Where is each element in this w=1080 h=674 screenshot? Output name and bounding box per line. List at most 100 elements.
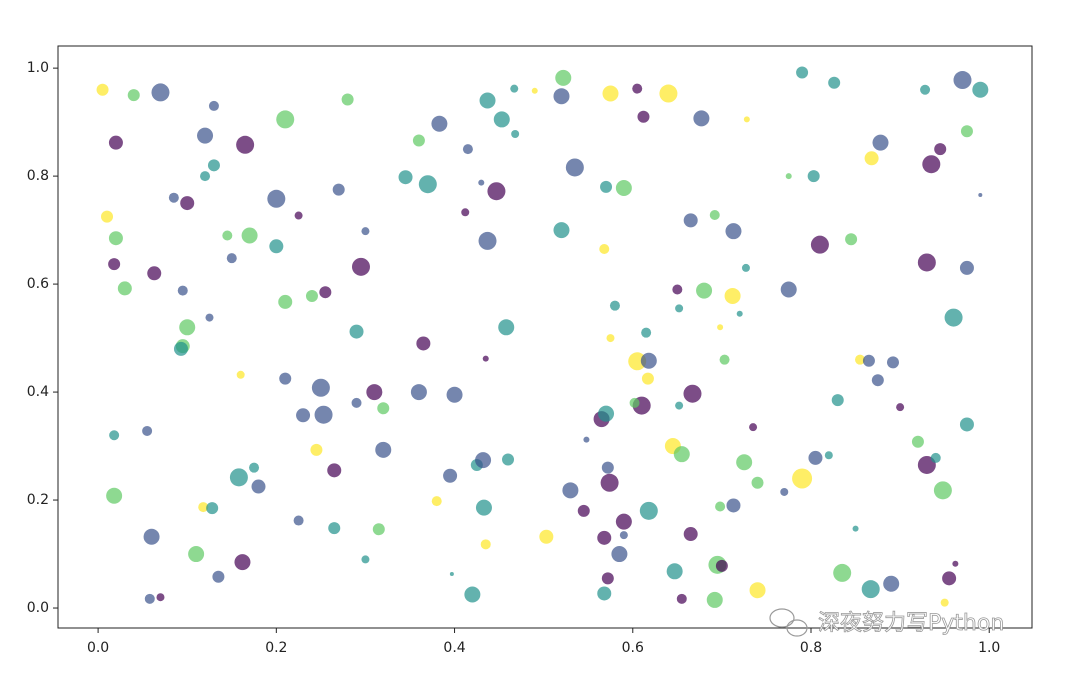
point [462,144,473,155]
point [717,324,724,331]
point [922,155,941,174]
point [205,313,214,322]
point [872,134,889,151]
point [725,223,742,240]
point [724,287,741,304]
point [640,352,657,369]
point [785,173,792,180]
point [736,310,743,317]
point [672,284,683,295]
point [279,372,292,385]
point [601,572,614,585]
point [328,522,341,535]
point [920,84,931,95]
point [606,334,615,343]
y-tick-label: 1.0 [27,60,49,76]
point [810,235,829,254]
point [828,76,841,89]
point [715,501,726,512]
x-tick-label: 0.6 [622,640,644,656]
point [372,523,385,536]
point [207,159,220,172]
point [565,158,584,177]
point [719,354,730,365]
point [726,498,741,513]
point [683,384,702,403]
points [96,66,989,608]
point [641,372,654,385]
point [319,286,332,299]
point [241,227,258,244]
point [780,487,789,496]
point [212,570,225,583]
point [959,417,974,432]
point [478,231,497,250]
point [917,253,936,272]
point [366,384,383,401]
point [418,175,437,194]
point [743,116,750,123]
point [351,257,370,276]
point [611,546,628,563]
x-tick-label: 0.4 [443,640,465,656]
point [583,436,590,443]
point [96,83,109,96]
point [709,209,720,220]
point [862,354,875,367]
point [431,115,448,132]
point [173,341,188,356]
point [498,319,515,336]
point [480,539,491,550]
point [269,239,284,254]
point [855,354,866,365]
point [168,192,179,203]
point [659,84,678,103]
point [960,125,973,138]
point [792,468,813,489]
point [106,487,123,504]
point [602,85,619,102]
point [487,182,506,201]
y-tick-label: 0.6 [27,276,49,292]
x-tick-label: 0.8 [800,640,822,656]
point [675,401,684,410]
point [599,243,610,254]
point [327,463,342,478]
point [852,525,859,532]
point [416,336,431,351]
point [917,455,936,474]
point [222,230,233,241]
x-tick-label: 0.0 [87,640,109,656]
point [236,370,245,379]
point [864,151,879,166]
axes-frame [57,45,1033,629]
point [676,593,687,604]
point [930,452,941,463]
point [715,559,728,572]
point [940,598,949,607]
point [475,452,492,469]
point [632,83,643,94]
y-tick-label: 0.8 [27,168,49,184]
point [637,110,650,123]
point [562,482,579,499]
point [179,319,196,336]
point [683,213,698,228]
point [749,423,758,432]
point [341,93,354,106]
point [600,473,619,492]
point [944,308,963,327]
point [109,430,120,441]
point [143,528,160,545]
point [117,281,132,296]
point [619,531,628,540]
point [144,593,155,604]
point [675,304,684,313]
point [871,374,884,387]
point [479,92,496,109]
point [361,227,370,236]
point [267,189,286,208]
point [511,130,520,139]
point [314,405,333,424]
